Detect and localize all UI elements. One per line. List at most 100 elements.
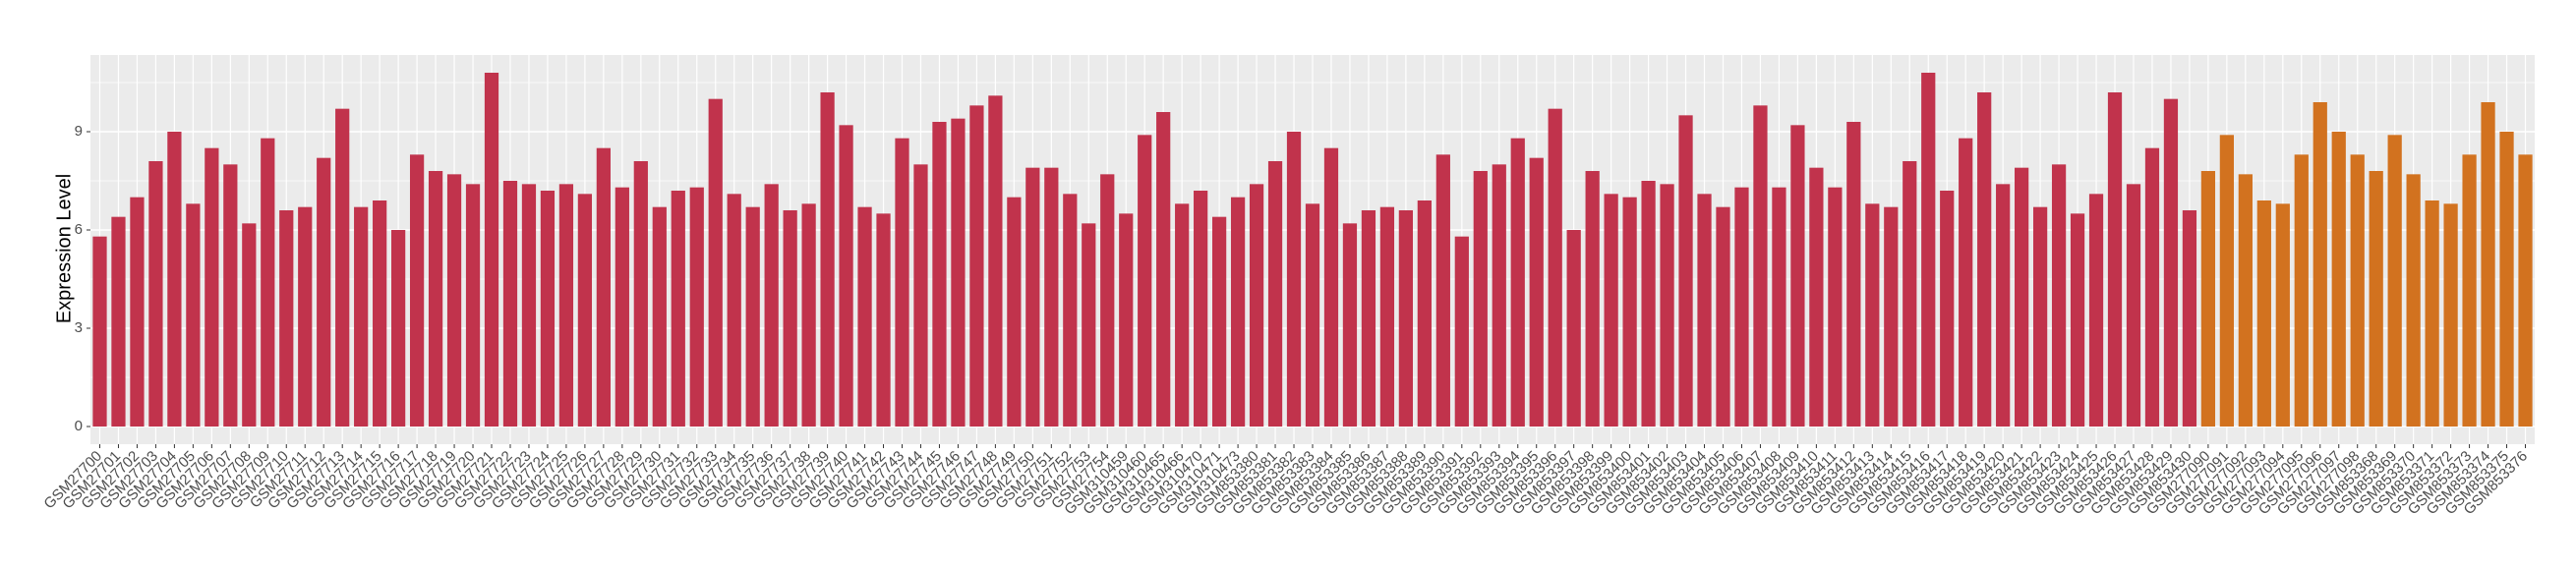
- bar: [1379, 206, 1395, 427]
- bar: [1175, 203, 1190, 427]
- bar: [1007, 197, 1022, 427]
- bar: [558, 184, 574, 427]
- bar: [2163, 98, 2179, 428]
- bar: [1323, 147, 1339, 427]
- bar: [951, 118, 966, 428]
- bar: [92, 236, 107, 427]
- bar: [1529, 157, 1544, 427]
- bar: [111, 216, 126, 427]
- bar: [502, 181, 518, 427]
- bar: [932, 122, 947, 427]
- bar: [317, 157, 331, 427]
- bar: [148, 161, 163, 427]
- bar: [1230, 197, 1246, 427]
- bar: [335, 108, 350, 428]
- bar: [1846, 122, 1861, 427]
- bar: [2406, 174, 2421, 428]
- bar: [1398, 210, 1414, 427]
- bar: [2107, 92, 2123, 427]
- bar: [708, 98, 723, 428]
- bar: [2518, 154, 2533, 428]
- bar: [2275, 203, 2290, 427]
- bar: [130, 197, 145, 427]
- bar: [261, 138, 275, 427]
- bar: [876, 213, 891, 427]
- bar: [223, 164, 238, 428]
- bar: [1940, 191, 1955, 427]
- bar: [2369, 171, 2383, 427]
- bar: [2481, 102, 2495, 427]
- y-tick-label: 9: [75, 123, 83, 140]
- bar: [1417, 200, 1432, 427]
- bar: [1977, 92, 1992, 427]
- bar: [1063, 194, 1078, 427]
- bar: [1604, 194, 1618, 427]
- bar: [1510, 138, 1525, 427]
- bar: [2051, 164, 2067, 428]
- bar: [1753, 105, 1768, 427]
- bar: [465, 184, 481, 427]
- bar: [783, 210, 797, 427]
- bar: [2182, 210, 2197, 427]
- bar: [2294, 154, 2309, 428]
- bar: [577, 194, 593, 427]
- bar: [298, 206, 313, 427]
- bar: [1566, 230, 1581, 427]
- bar: [2200, 171, 2216, 427]
- bar: [801, 203, 816, 427]
- bar: [1044, 167, 1059, 427]
- bar: [1884, 206, 1899, 427]
- bar: [1138, 135, 1152, 428]
- bar: [2256, 200, 2271, 427]
- bar: [279, 210, 294, 427]
- bar: [895, 138, 909, 427]
- bar: [1622, 197, 1637, 427]
- bar: [242, 223, 257, 427]
- bar: [521, 184, 537, 427]
- bar: [1211, 216, 1227, 427]
- bar: [652, 206, 667, 427]
- bar: [373, 200, 387, 427]
- bar: [2499, 132, 2514, 427]
- bar: [428, 171, 443, 427]
- bar: [2313, 102, 2327, 427]
- y-tick-label: 3: [75, 319, 83, 336]
- bar: [857, 206, 872, 427]
- bar: [2015, 167, 2029, 427]
- bar: [671, 191, 685, 427]
- bar: [913, 164, 928, 428]
- bar: [1734, 187, 1749, 427]
- bar: [1100, 174, 1115, 428]
- bar: [1585, 171, 1600, 427]
- bar: [2219, 135, 2234, 428]
- bar: [1660, 184, 1674, 427]
- bar: [2462, 154, 2477, 428]
- bar: [2443, 203, 2458, 427]
- bar: [745, 206, 760, 427]
- bar: [727, 194, 741, 427]
- bar: [969, 105, 984, 427]
- bar: [1865, 203, 1880, 427]
- bar: [391, 230, 406, 427]
- bar: [1959, 138, 1973, 427]
- bar: [446, 174, 462, 428]
- bar: [1361, 210, 1376, 427]
- bar: [540, 191, 556, 427]
- bar: [2032, 206, 2048, 427]
- bar: [484, 73, 499, 427]
- bar: [1194, 191, 1208, 427]
- bar: [839, 125, 853, 427]
- bar: [2425, 200, 2439, 427]
- bar: [1305, 203, 1320, 427]
- bar: [1156, 112, 1171, 427]
- bar: [633, 161, 648, 427]
- bar: [1641, 181, 1656, 427]
- bar: [1828, 187, 1843, 427]
- bar: [1772, 187, 1786, 427]
- bar: [354, 206, 369, 427]
- bar: [988, 95, 1003, 427]
- bar: [2331, 132, 2346, 427]
- bar: [1678, 115, 1693, 427]
- bar: [2088, 194, 2104, 427]
